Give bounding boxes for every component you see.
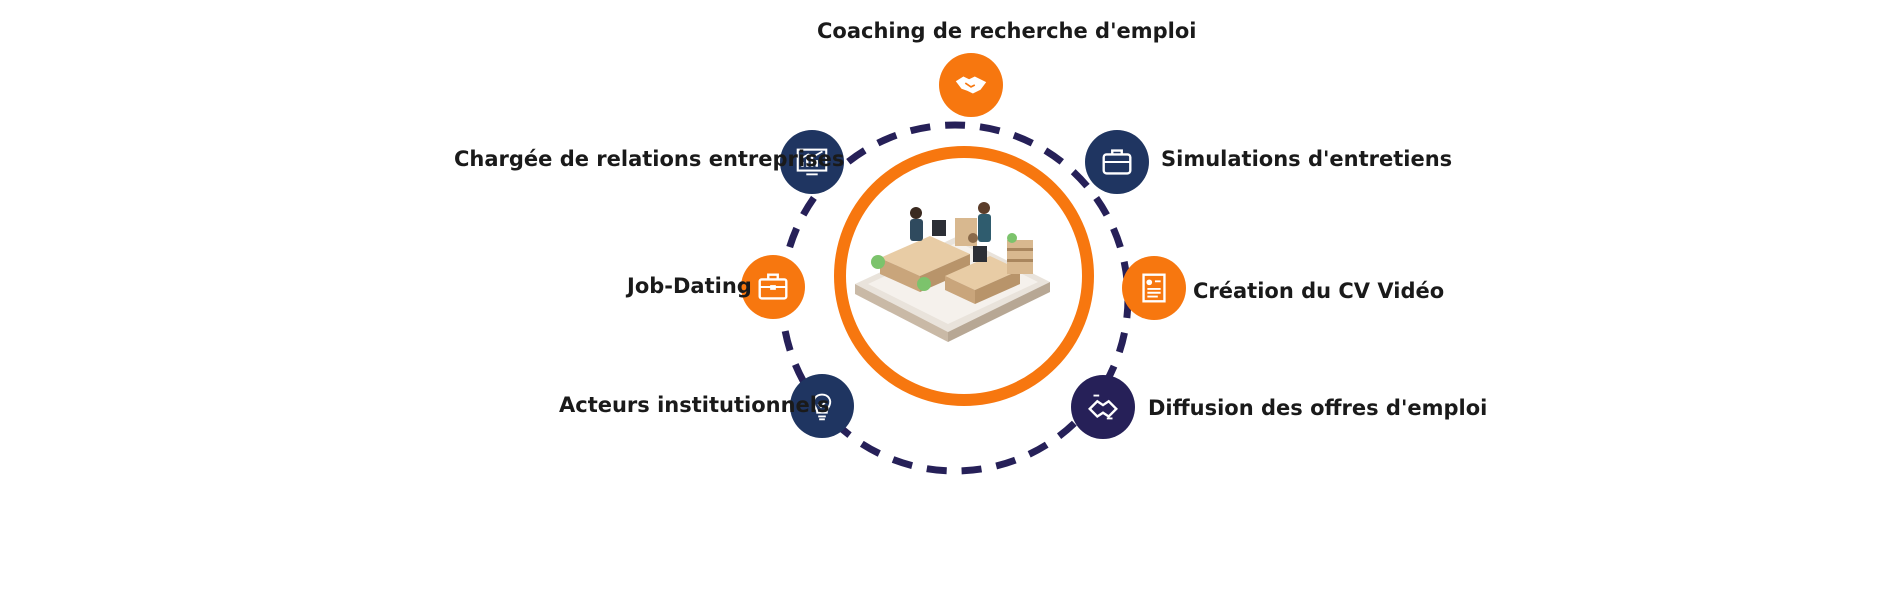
chart-board-icon	[796, 148, 828, 176]
handshake-icon	[1088, 394, 1118, 420]
node-coaching	[939, 53, 1003, 117]
node-acteurs	[790, 374, 854, 438]
label-coaching: Coaching de recherche d'emploi	[817, 19, 1197, 43]
label-simulations: Simulations d'entretiens	[1161, 147, 1453, 171]
briefcase-icon	[1102, 149, 1132, 175]
label-diffusion: Diffusion des offres d'emploi	[1148, 396, 1488, 420]
lightbulb-icon	[812, 393, 832, 421]
node-simulations	[1085, 130, 1149, 194]
label-relations: Chargée de relations entreprises	[454, 147, 845, 171]
toolbox-icon	[758, 273, 788, 300]
node-cv-video	[1122, 256, 1186, 320]
node-job-dating	[741, 255, 805, 319]
label-acteurs: Acteurs institutionnels	[559, 393, 830, 417]
label-cv-video: Création du CV Vidéo	[1193, 279, 1445, 303]
resume-icon	[1142, 273, 1166, 303]
label-job-dating: Job-Dating	[627, 274, 752, 298]
handshake-icon	[955, 76, 987, 94]
node-diffusion	[1071, 375, 1135, 439]
node-relations	[780, 130, 844, 194]
office-illustration	[855, 202, 1050, 342]
